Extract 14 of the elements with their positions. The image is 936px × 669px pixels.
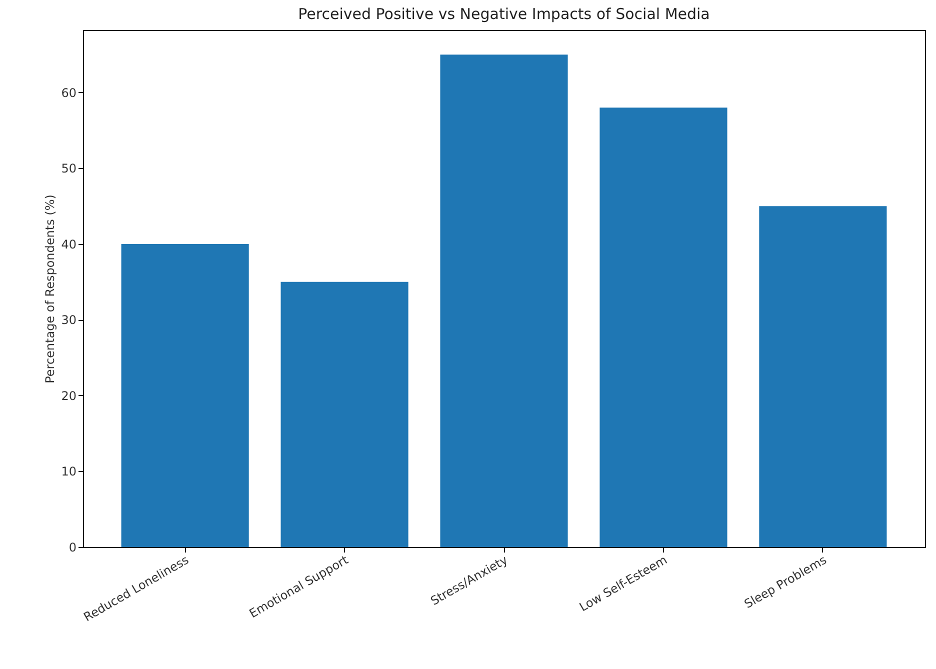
y-tick-label: 0 <box>68 540 76 554</box>
bar <box>440 54 568 547</box>
bar <box>759 206 887 547</box>
chart-title: Perceived Positive vs Negative Impacts of Social Media <box>298 5 710 23</box>
bar <box>280 282 408 547</box>
y-tick-label: 20 <box>61 389 76 403</box>
y-tick-label: 50 <box>61 162 76 176</box>
y-tick-label: 60 <box>61 86 76 100</box>
y-tick-label: 10 <box>61 464 76 479</box>
y-tick-label: 40 <box>61 237 76 252</box>
bar <box>121 244 249 547</box>
y-tick-label: 30 <box>61 313 76 328</box>
bar <box>600 108 728 547</box>
y-axis-title: Percentage of Respondents (%) <box>43 194 58 384</box>
